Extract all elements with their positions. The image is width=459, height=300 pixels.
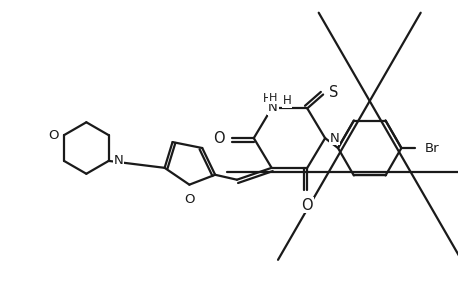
- Text: Br: Br: [424, 142, 439, 154]
- Text: O: O: [301, 198, 313, 213]
- Text: N: N: [267, 101, 277, 114]
- Text: N: N: [113, 154, 123, 167]
- Text: O: O: [49, 129, 59, 142]
- Text: H: H: [268, 94, 276, 103]
- Text: N: N: [330, 132, 339, 145]
- Text: O: O: [184, 193, 194, 206]
- Text: H: H: [282, 94, 291, 107]
- Text: S: S: [328, 85, 338, 100]
- Text: N: N: [268, 102, 278, 115]
- Text: O: O: [213, 130, 224, 146]
- Text: H: H: [263, 92, 271, 105]
